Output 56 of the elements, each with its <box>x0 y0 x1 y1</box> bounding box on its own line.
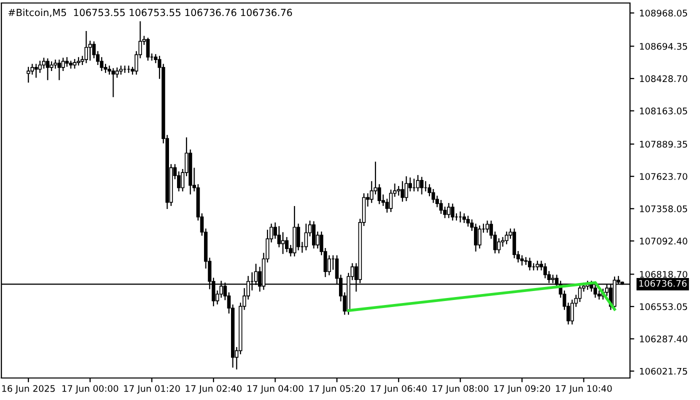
y-tick-label: 107889.35 <box>640 140 688 148</box>
x-tick-label: 17 Jun 06:40 <box>370 385 427 394</box>
x-tick-label: 17 Jun 02:40 <box>186 385 242 394</box>
candlestick <box>42 58 46 69</box>
y-tick-label: 107092.40 <box>640 238 688 245</box>
y-tick-label: 107623.70 <box>640 173 688 180</box>
candlestick <box>450 204 454 221</box>
candlestick <box>466 216 470 227</box>
candlestick <box>327 255 331 276</box>
x-tick-label: 17 Jun 09:20 <box>494 385 550 394</box>
candlestick <box>512 228 516 258</box>
y-tick-label: 108694.35 <box>640 42 688 50</box>
candlestick <box>528 258 532 270</box>
x-tick-label: 17 Jun 08:00 <box>432 385 488 394</box>
candlestick <box>34 64 38 78</box>
candlestick <box>26 66 30 83</box>
candlestick <box>428 184 432 196</box>
candlestick <box>296 224 300 250</box>
candlestick <box>304 224 308 250</box>
x-tick-label: 16 Jun 2025 <box>2 385 55 394</box>
candlestick <box>439 200 443 214</box>
y-tick-label: 106287.40 <box>640 336 688 342</box>
candlestick <box>111 68 116 98</box>
candlestick <box>84 31 88 64</box>
candlestick <box>504 232 508 244</box>
candlestick <box>400 181 404 202</box>
y-tick-label: 106553.05 <box>640 303 688 310</box>
candlestick <box>146 38 150 61</box>
candlestick <box>497 238 501 254</box>
candlestick <box>420 176 424 194</box>
candlestick <box>92 41 96 58</box>
y-tick-label: 108428.70 <box>640 75 688 82</box>
candlestick <box>478 226 482 248</box>
y-tick-label: 106818.70 <box>640 270 688 278</box>
candlestick <box>474 224 478 252</box>
x-tick-label: 17 Jun 00:00 <box>62 385 118 394</box>
text: #Bitcoin,M5 106753.55 106753.55 106736.76 106736.76 <box>8 8 292 18</box>
candlestick <box>416 175 420 192</box>
x-tick-label: 17 Jun 10:40 <box>556 385 612 394</box>
candlestick <box>520 255 524 266</box>
candlestick <box>281 232 285 254</box>
ref-line-label: 106736.76 <box>639 280 687 287</box>
y-tick-label: 106021.75 <box>640 368 688 375</box>
candlestick <box>115 67 119 78</box>
x-tick-label: 17 Jun 04:00 <box>248 385 304 394</box>
y-tick-label: 108968.05 <box>640 10 688 17</box>
y-tick-label: 107358.05 <box>640 205 688 212</box>
candlestick <box>46 58 50 80</box>
candlestick <box>404 176 408 202</box>
x-tick-label: 17 Jun 01:20 <box>124 385 180 394</box>
candlestick <box>57 60 62 80</box>
x-tick-label: 17 Jun 05:20 <box>309 385 365 394</box>
candlestick <box>446 203 451 218</box>
candlestick <box>312 221 316 248</box>
y-tick-label: 108163.05 <box>640 108 688 114</box>
candlestick <box>486 220 490 233</box>
